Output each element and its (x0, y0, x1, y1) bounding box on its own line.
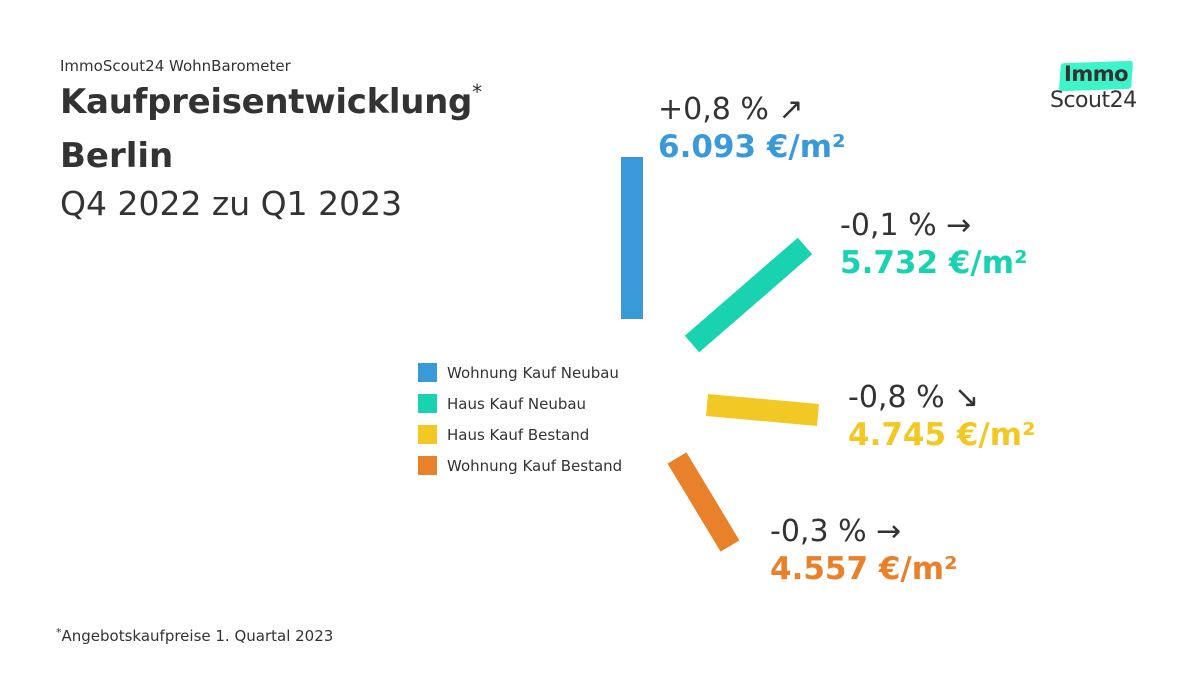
arrow-up-right-icon: ↗ (778, 92, 804, 127)
change-value: -0,8 % (848, 380, 945, 415)
change-label: -0,3 % → (770, 514, 958, 550)
change-value: +0,8 % (658, 92, 769, 127)
change-label: -0,8 % ↘ (848, 380, 1036, 416)
price-label: 5.732 €/m² (840, 245, 1028, 281)
legend-item: Wohnung Kauf Bestand (418, 450, 622, 481)
change-label: -0,1 % → (840, 208, 1028, 244)
change-value: -0,1 % (840, 208, 937, 243)
footnote-text: Angebotskaufpreise 1. Quartal 2023 (61, 627, 334, 645)
legend-swatch (418, 425, 437, 444)
value-label-haus-bestand: -0,8 % ↘ 4.745 €/m² (848, 380, 1036, 454)
chart-subtitle: Q4 2022 zu Q1 2023 (60, 184, 403, 223)
value-label-haus-neubau: -0,1 % → 5.732 €/m² (840, 208, 1028, 282)
bar-haus-kauf-bestand (706, 394, 819, 426)
price-label: 4.557 €/m² (770, 551, 958, 587)
legend-item: Wohnung Kauf Neubau (418, 357, 622, 388)
legend-swatch (418, 394, 437, 413)
legend-swatch (418, 456, 437, 475)
change-label: +0,8 % ↗ (658, 92, 846, 128)
legend-swatch (418, 363, 437, 382)
chart-legend: Wohnung Kauf Neubau Haus Kauf Neubau Hau… (418, 357, 622, 481)
legend-item: Haus Kauf Neubau (418, 388, 622, 419)
footnote-mark: * (56, 626, 62, 639)
chart-title-city: Berlin (60, 136, 174, 176)
immoscout24-logo: Immo Scout24 (1050, 60, 1150, 120)
bar-wohnung-kauf-bestand (667, 452, 740, 552)
price-label: 6.093 €/m² (658, 129, 846, 165)
legend-item: Haus Kauf Bestand (418, 419, 622, 450)
arrow-down-right-icon: ↘ (954, 380, 980, 415)
legend-label: Haus Kauf Neubau (447, 394, 587, 413)
title-footnote-mark: * (472, 80, 482, 104)
logo-text-immo: Immo (1064, 62, 1129, 86)
chart-title-text: Kaufpreisentwicklung (60, 82, 473, 122)
value-label-wohnung-neubau: +0,8 % ↗ 6.093 €/m² (658, 92, 846, 166)
arrow-right-icon: → (946, 208, 972, 243)
footnote: *Angebotskaufpreise 1. Quartal 2023 (56, 626, 334, 645)
legend-label: Haus Kauf Bestand (447, 425, 590, 444)
arrow-right-icon: → (876, 514, 902, 549)
chart-supertitle: ImmoScout24 WohnBarometer (60, 57, 291, 75)
chart-title: Kaufpreisentwicklung* (60, 80, 482, 122)
legend-label: Wohnung Kauf Bestand (447, 456, 623, 475)
logo-text-scout24: Scout24 (1050, 88, 1137, 113)
value-label-wohnung-bestand: -0,3 % → 4.557 €/m² (770, 514, 958, 588)
price-label: 4.745 €/m² (848, 417, 1036, 453)
bar-haus-kauf-neubau (684, 237, 813, 353)
legend-label: Wohnung Kauf Neubau (447, 363, 619, 382)
change-value: -0,3 % (770, 514, 867, 549)
